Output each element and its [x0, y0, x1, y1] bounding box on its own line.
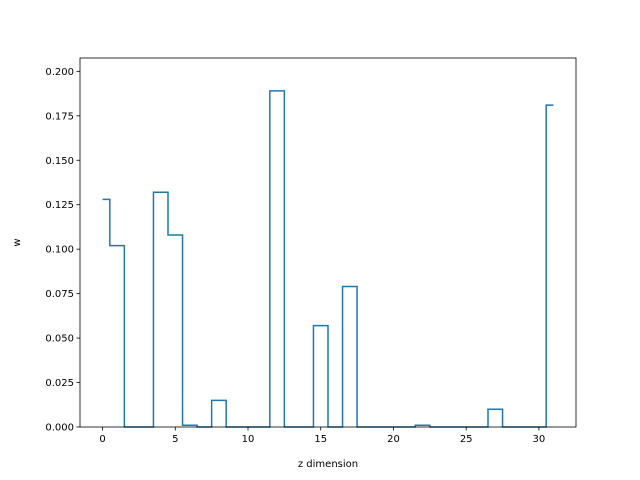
x-axis-ticks: 0 5 10 15 20 25 30 — [99, 427, 545, 445]
y-tick-label: 0.200 — [45, 67, 74, 78]
y-tick-label: 0.100 — [45, 245, 74, 256]
x-tick-label: 15 — [314, 434, 327, 445]
y-tick-label: 0.025 — [45, 378, 74, 389]
y-tick-label: 0.000 — [45, 423, 74, 434]
x-tick-label: 0 — [99, 434, 105, 445]
x-axis-label: z dimension — [298, 459, 358, 470]
y-tick-label: 0.175 — [45, 111, 74, 122]
axes-frame — [79, 57, 577, 428]
x-tick-label: 30 — [533, 434, 546, 445]
y-tick-label: 0.125 — [45, 200, 74, 211]
x-tick-label: 20 — [387, 434, 400, 445]
y-tick-label: 0.150 — [45, 156, 74, 167]
y-axis-label: w — [12, 238, 23, 246]
x-tick-label: 10 — [242, 434, 255, 445]
y-axis-ticks: 0.000 0.025 0.050 0.075 0.100 0.125 0.150 0.175… — [45, 67, 80, 434]
x-tick-label: 5 — [172, 434, 178, 445]
y-tick-label: 0.050 — [45, 334, 74, 345]
x-tick-label: 25 — [460, 434, 473, 445]
y-tick-label: 0.075 — [45, 289, 74, 300]
